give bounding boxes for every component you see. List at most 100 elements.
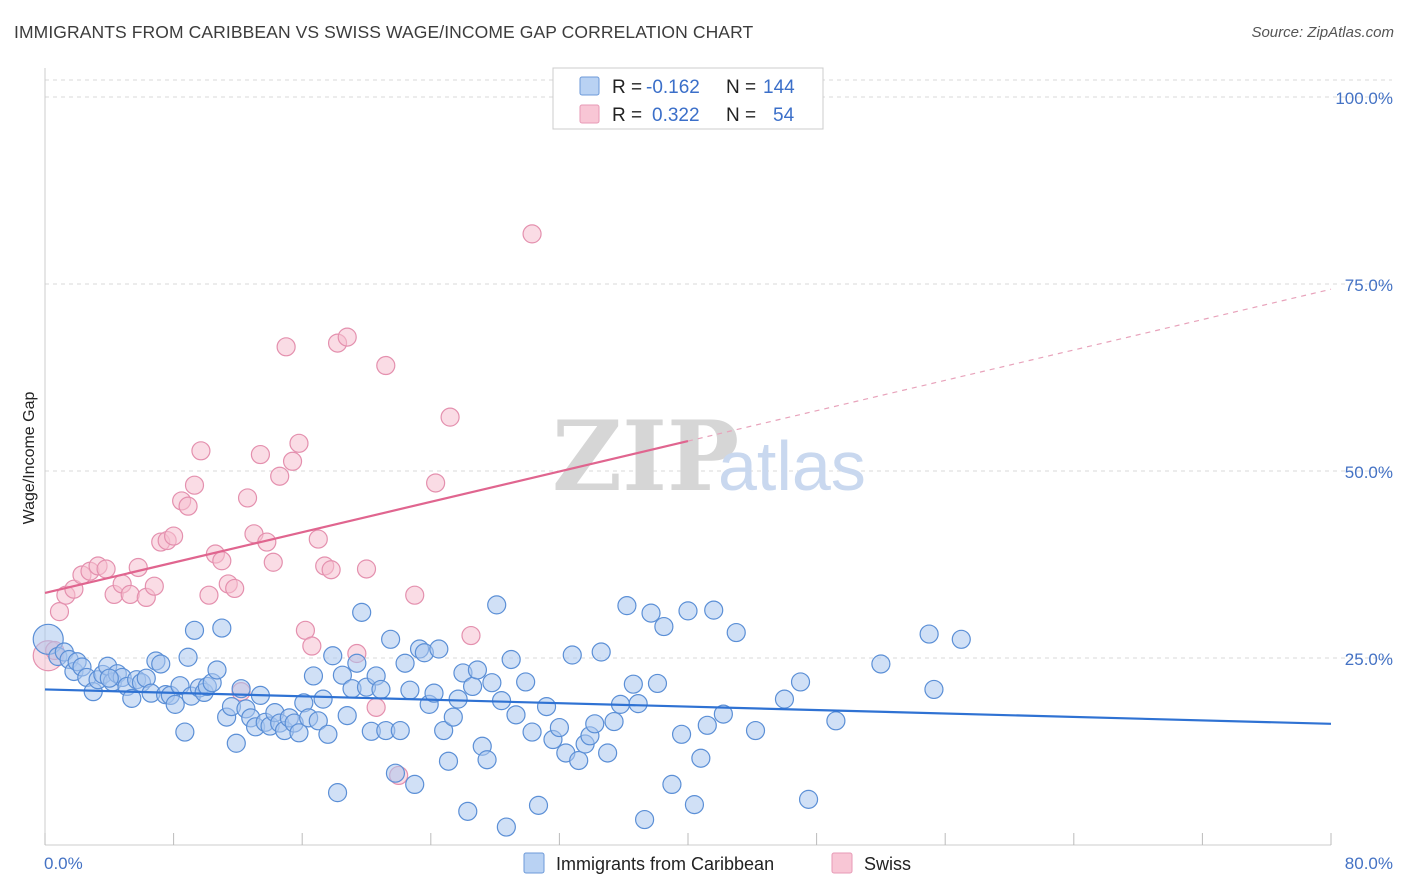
tick-labels: 100.0% 75.0% 50.0% 25.0% 0.0% 80.0% — [44, 89, 1393, 873]
caribbean-point-89 — [467, 660, 488, 680]
caribbean-point-103 — [549, 717, 570, 738]
caribbean-point-73 — [390, 720, 410, 741]
caribbean-point-59 — [323, 646, 343, 666]
swiss-point-30 — [250, 444, 271, 465]
caribbean-point-105 — [562, 645, 582, 665]
swiss-point-11 — [120, 584, 140, 605]
swiss-point-39 — [308, 529, 328, 549]
caribbean-trendline — [44, 688, 1332, 725]
caribbean-point-130 — [745, 720, 766, 741]
caribbean-point-39 — [226, 733, 246, 753]
chart-title: IMMIGRANTS FROM CARIBBEAN VS SWISS WAGE/… — [14, 22, 754, 42]
y-tick-label-2: 50.0% — [1345, 463, 1393, 482]
legend-r-label-2: R = — [612, 105, 642, 126]
caribbean-point-135 — [871, 654, 891, 674]
caribbean-point-129 — [726, 622, 746, 643]
caribbean-point-98 — [516, 672, 536, 692]
caribbean-point-76 — [405, 774, 425, 795]
swiss-point-17 — [164, 526, 184, 546]
legend-swatch-pink — [579, 104, 600, 124]
caribbean-point-92 — [482, 673, 502, 693]
caribbean-point-128 — [713, 704, 733, 724]
caribbean-point-87 — [458, 801, 478, 821]
swiss-point-14 — [144, 576, 164, 596]
caribbean-point-117 — [634, 809, 655, 830]
swiss-point-8 — [96, 559, 116, 579]
bottom-legend-swiss: Swiss — [864, 854, 911, 874]
swiss-point-35 — [282, 451, 303, 471]
caribbean-point-88 — [462, 676, 483, 697]
swiss-point-20 — [184, 475, 205, 495]
caribbean-point-91 — [477, 750, 497, 770]
caribbean-point-99 — [522, 722, 542, 742]
caribbean-point-35 — [207, 660, 227, 680]
caribbean-point-123 — [678, 601, 698, 621]
caribbean-point-71 — [381, 629, 401, 649]
y-tick-label-1: 75.0% — [1345, 276, 1393, 295]
swiss-point-24 — [212, 551, 232, 571]
legend-n-value-2: 54 — [773, 105, 795, 126]
caribbean-point-131 — [774, 689, 795, 709]
caribbean-point-132 — [790, 672, 811, 692]
legend-r-value-2: 0.322 — [652, 105, 700, 126]
caribbean-point-83 — [438, 751, 459, 771]
caribbean-point-126 — [697, 715, 717, 735]
legend-n-value-1: 144 — [763, 77, 795, 98]
legend-n-label-2: N = — [726, 105, 756, 126]
gridlines — [45, 79, 1392, 659]
caribbean-point-57 — [313, 689, 333, 709]
swiss-point-28 — [237, 488, 258, 508]
caribbean-point-115 — [623, 674, 643, 694]
swiss-point-19 — [178, 496, 198, 516]
swiss-trendline — [44, 440, 689, 594]
caribbean-point-62 — [337, 705, 357, 726]
caribbean-point-0 — [32, 623, 64, 655]
caribbean-point-82 — [434, 720, 454, 741]
watermark-atlas: atlas — [718, 427, 866, 505]
chart-source: Source: ZipAtlas.com — [1251, 24, 1394, 41]
swiss-point-2 — [49, 602, 70, 622]
caribbean-point-118 — [641, 603, 661, 623]
x-tick-label-0: 0.0% — [44, 854, 83, 873]
x-tick-label-1: 80.0% — [1345, 854, 1393, 873]
swiss-point-26 — [225, 578, 245, 599]
bottom-legend-swatch-pink — [831, 852, 853, 874]
caribbean-point-72 — [385, 763, 406, 783]
caribbean-point-110 — [591, 642, 611, 662]
caribbean-point-85 — [448, 689, 468, 709]
caribbean-point-65 — [352, 602, 372, 622]
caribbean-point-139 — [99, 668, 119, 688]
swiss-point-47 — [376, 355, 396, 376]
swiss-point-43 — [337, 327, 357, 347]
swiss-point-41 — [321, 560, 341, 580]
caribbean-point-124 — [684, 795, 705, 815]
swiss-point-12 — [128, 557, 148, 578]
caribbean-point-80 — [424, 683, 444, 703]
swiss-point-51 — [440, 407, 460, 427]
caribbean-point-100 — [528, 795, 549, 815]
caribbean-point-40 — [231, 679, 251, 699]
caribbean-point-93 — [487, 595, 507, 615]
caribbean-point-61 — [332, 665, 352, 685]
swiss-point-22 — [199, 585, 219, 605]
caribbean-point-111 — [598, 743, 618, 763]
caribbean-point-58 — [318, 724, 338, 744]
trendlines — [44, 288, 1332, 725]
caribbean-point-69 — [371, 679, 391, 700]
swiss-point-21 — [191, 441, 211, 461]
caribbean-point-119 — [647, 673, 668, 694]
caribbean-point-30 — [184, 620, 205, 640]
watermark: ZIP atlas — [552, 400, 866, 513]
caribbean-point-136 — [919, 624, 939, 644]
swiss-point-45 — [356, 559, 377, 579]
caribbean-point-74 — [395, 653, 415, 673]
caribbean-point-127 — [704, 600, 724, 620]
caribbean-point-55 — [303, 666, 324, 686]
caribbean-point-27 — [175, 722, 195, 742]
caribbean-point-121 — [662, 774, 682, 795]
bottom-legend: Immigrants from Caribbean Swiss — [523, 852, 911, 874]
y-tick-label-3: 25.0% — [1345, 650, 1393, 669]
axes — [44, 68, 1332, 846]
swiss-point-33 — [270, 466, 290, 486]
